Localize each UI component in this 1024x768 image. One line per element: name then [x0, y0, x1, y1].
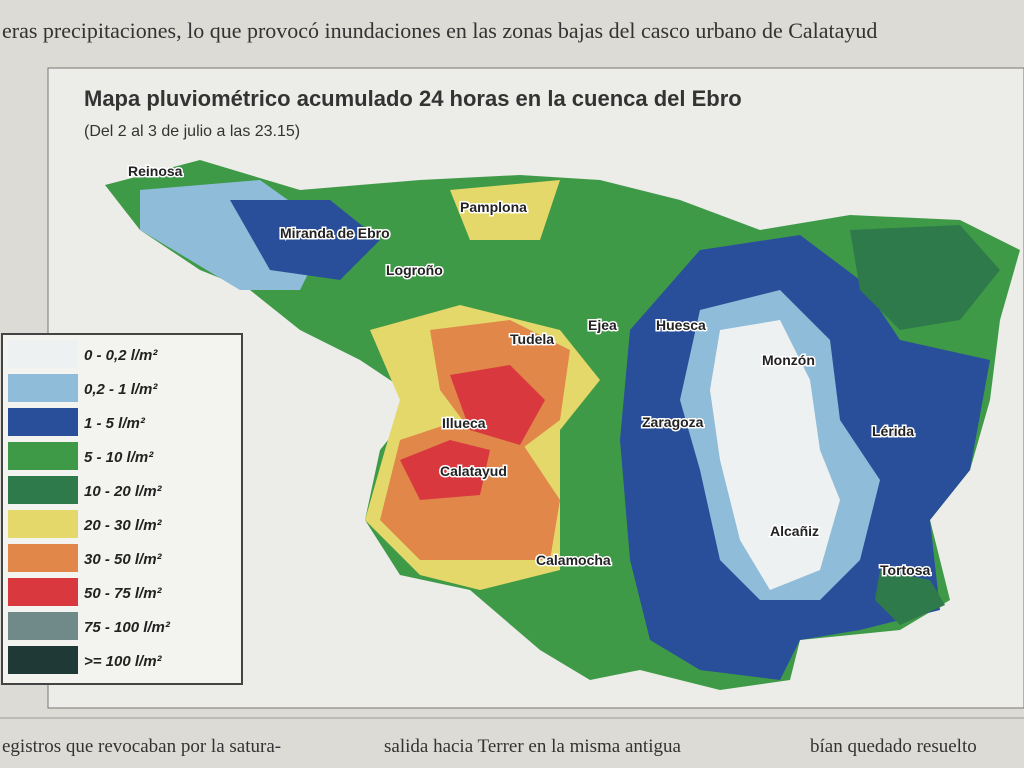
- city-label: Reinosa: [128, 163, 183, 179]
- legend-swatch: [8, 476, 78, 504]
- legend-label: 75 - 100 l/m²: [84, 619, 171, 636]
- legend: 0 - 0,2 l/m² 0,2 - 1 l/m² 1 - 5 l/m² 5 - 10…: [8, 340, 171, 674]
- legend-label: 0 - 0,2 l/m²: [84, 347, 158, 364]
- legend-swatch: [8, 442, 78, 470]
- map-subtitle: (Del 2 al 3 de julio a las 23.15): [84, 123, 300, 140]
- basin-map: [105, 160, 1020, 690]
- legend-swatch: [8, 612, 78, 640]
- city-label: Tudela: [510, 331, 554, 347]
- legend-label: 20 - 30 l/m²: [83, 517, 163, 534]
- city-label: Lérida: [872, 423, 914, 439]
- legend-swatch: [8, 408, 78, 436]
- article-text: egistros que revocaban por la satura-: [2, 736, 281, 757]
- legend-swatch: [8, 544, 78, 572]
- map-title: Mapa pluviométrico acumulado 24 horas en…: [84, 86, 742, 111]
- legend-label: 30 - 50 l/m²: [84, 551, 163, 568]
- article-text: salida hacia Terrer en la misma antigua: [384, 736, 681, 757]
- city-labels: Reinosa Pamplona Miranda de Ebro Logroño…: [127, 162, 933, 580]
- legend-swatch: [8, 374, 78, 402]
- city-label: Huesca: [656, 317, 706, 333]
- city-label: Logroño: [386, 262, 443, 278]
- legend-swatch: [8, 510, 78, 538]
- legend-label: 1 - 5 l/m²: [84, 415, 146, 432]
- legend-label: 0,2 - 1 l/m²: [84, 381, 158, 398]
- city-label: Ejea: [588, 317, 617, 333]
- article-text: bían quedado resuelto: [810, 736, 977, 757]
- city-label: Illueca: [442, 415, 486, 431]
- city-label: Pamplona: [460, 199, 527, 215]
- legend-swatch: [8, 646, 78, 674]
- city-label: Alcañiz: [770, 523, 819, 539]
- city-label: Monzón: [762, 352, 815, 368]
- legend-label: 5 - 10 l/m²: [84, 449, 154, 466]
- city-label: Zaragoza: [642, 414, 704, 430]
- legend-label: >= 100 l/m²: [84, 653, 163, 670]
- city-label: Tortosa: [880, 562, 931, 578]
- legend-label: 10 - 20 l/m²: [84, 483, 163, 500]
- city-label: Miranda de Ebro: [280, 225, 390, 241]
- city-label: Calamocha: [536, 552, 611, 568]
- legend-swatch: [8, 578, 78, 606]
- article-text: eras precipitaciones, lo que provocó inu…: [2, 18, 877, 43]
- legend-label: 50 - 75 l/m²: [84, 585, 163, 602]
- city-label: Calatayud: [440, 463, 507, 479]
- legend-swatch: [8, 340, 78, 368]
